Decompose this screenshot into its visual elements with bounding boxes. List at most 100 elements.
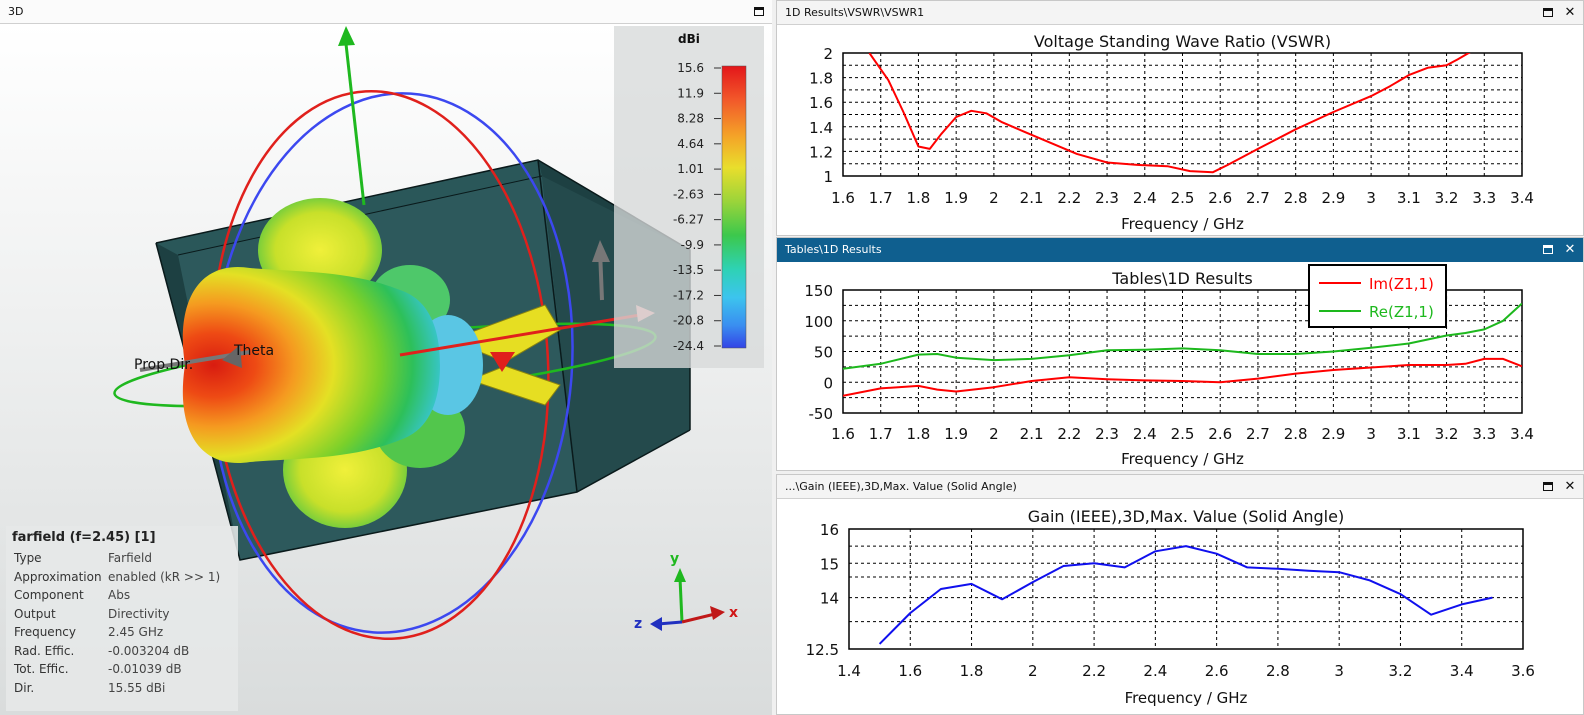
tables-panel-title: Tables\1D Results [785,243,882,256]
colorbar-unit: dBi [678,32,700,46]
colorbar-tick-label: 11.9 [677,86,704,100]
x-tick-label: 3.4 [1510,425,1534,443]
close-icon[interactable]: ✕ [1564,5,1576,20]
vswr-panel: 1D Results\VSWR\VSWR1 ✕ Voltage Standing… [776,0,1584,236]
colorbar-tick-label: 8.28 [677,112,704,126]
series-line [878,545,1493,645]
x-tick-label: 3.1 [1397,425,1421,443]
x-tick-label: 2.2 [1057,425,1081,443]
series-line [868,53,1471,174]
x-tick-label: 3 [1366,425,1376,443]
x-tick-label: 2.9 [1321,425,1345,443]
x-tick-label: 1.9 [944,425,968,443]
info-row: Frequency 2.45 GHz [6,623,238,642]
x-tick-label: 1.7 [869,189,893,207]
tables-panel: Tables\1D Results ✕ Tables\1D Results 1.6… [776,237,1584,471]
axis-y-label: y [670,551,679,567]
y-tick-label: 12.5 [806,641,839,659]
farfield-3d-panel: 3D [0,0,772,715]
maximize-icon[interactable] [1541,243,1555,257]
y-tick-label: -50 [809,405,834,423]
colorbar: 15.6 11.9 8.28 4.64 1.01 -2.63 -6.27 -9.9 -13.5 -… [673,61,747,353]
x-tick-label: 1.6 [898,662,922,680]
x-tick-label: 2 [989,425,999,443]
impedance-chart[interactable]: Tables\1D Results 1.6 1.7 1.8 1.9 2 2.1 2.2 2.3 2… [777,262,1583,470]
x-tick-label: 1.4 [837,662,861,680]
x-tick-label: 2.5 [1171,425,1195,443]
close-icon[interactable]: ✕ [1564,242,1576,257]
info-row: Rad. Effic. -0.003204 dB [6,642,238,661]
colorbar-tick-label: -17.2 [673,288,704,302]
info-row: Type Farfield [6,549,238,568]
y-tick-label: 50 [814,344,833,362]
info-key: Output [14,606,56,621]
maximize-icon[interactable] [1541,6,1555,20]
x-tick-label: 3.4 [1450,662,1474,680]
x-axis-label: Frequency / GHz [1121,215,1244,233]
legend-label: Re(Z1,1) [1369,303,1434,321]
gain-panel-title: ...\Gain (IEEE),3D,Max. Value (Solid Ang… [785,480,1017,493]
x-tick-label: 3.6 [1511,662,1535,680]
panel-3d-title: 3D [8,5,24,18]
colorbar-tick-label: -24.4 [673,339,704,353]
y-tick-label: 16 [820,521,839,539]
vswr-chart[interactable]: Voltage Standing Wave Ratio (VSWR) 1.6 1.7… [777,25,1583,235]
x-tick-label: 3.3 [1472,189,1496,207]
info-value: 15.55 dBi [108,680,166,695]
maximize-icon[interactable] [1541,480,1555,494]
y-tick-label: 15 [820,555,839,573]
y-tick-label: 1 [823,168,833,186]
chart-title: Tables\1D Results [1111,269,1252,288]
x-tick-label: 3.4 [1510,189,1534,207]
info-value: 2.45 GHz [108,625,164,639]
x-axis-label: Frequency / GHz [1121,450,1244,468]
x-tick-label: 2.4 [1133,189,1157,207]
colorbar-tick-label: 4.64 [677,137,704,151]
x-tick-label: 3.2 [1389,662,1413,680]
y-tick-label: 1.4 [809,119,833,137]
x-tick-label: 2 [1028,662,1038,680]
prop-dir-label: Prop.Dir. [134,357,193,373]
info-value: Abs [108,588,131,602]
colorbar-legend: dBi 15.6 11.9 8.28 4.64 1.01 -2.63 -6.27 -9.9 -1… [614,26,764,368]
info-key: Dir. [14,680,35,695]
maximize-icon[interactable] [752,5,766,19]
gain-chart[interactable]: Gain (IEEE),3D,Max. Value (Solid Angle) 1… [777,499,1583,715]
colorbar-tick-label: -6.27 [673,213,704,227]
x-tick-label: 2.6 [1208,189,1232,207]
x-tick-label: 1.9 [944,189,968,207]
info-key: Type [14,551,42,565]
x-tick-label: 3 [1366,189,1376,207]
y-tick-label: 1.2 [809,143,833,161]
x-tick-label: 2.2 [1082,662,1106,680]
plot-area [848,528,1524,650]
colorbar-tick-label: -9.9 [681,238,704,252]
tables-titlebar: Tables\1D Results ✕ [777,238,1583,262]
x-tick-label: 2 [989,189,999,207]
axes-triad: y x z [634,551,738,632]
x-tick-label: 3 [1334,662,1344,680]
legend-box [1308,264,1447,328]
close-icon[interactable]: ✕ [1564,479,1576,494]
x-tick-label: 2.1 [1020,425,1044,443]
panel-3d-titlebar: 3D [0,0,772,24]
info-key: Frequency [14,625,76,639]
x-tick-label: 2.8 [1284,189,1308,207]
theta-label: Theta [233,343,274,359]
x-tick-label: 2.6 [1205,662,1229,680]
x-tick-label: 3.2 [1435,189,1459,207]
y-tick-label: 100 [804,313,833,331]
y-tick-label: 1.6 [809,94,833,112]
x-tick-label: 2.1 [1020,189,1044,207]
x-tick-label: 2.4 [1143,662,1167,680]
info-row: Dir. 15.55 dBi [6,679,238,698]
y-tick-label: 1.8 [809,70,833,88]
x-tick-label: 2.8 [1284,425,1308,443]
x-tick-label: 3.2 [1435,425,1459,443]
x-tick-label: 3.3 [1472,425,1496,443]
info-value: -0.01039 dB [108,662,182,676]
y-tick-label: 150 [804,282,833,300]
x-tick-label: 1.7 [869,425,893,443]
chart-title: Voltage Standing Wave Ratio (VSWR) [1034,32,1331,51]
vswr-panel-title: 1D Results\VSWR\VSWR1 [785,6,925,19]
